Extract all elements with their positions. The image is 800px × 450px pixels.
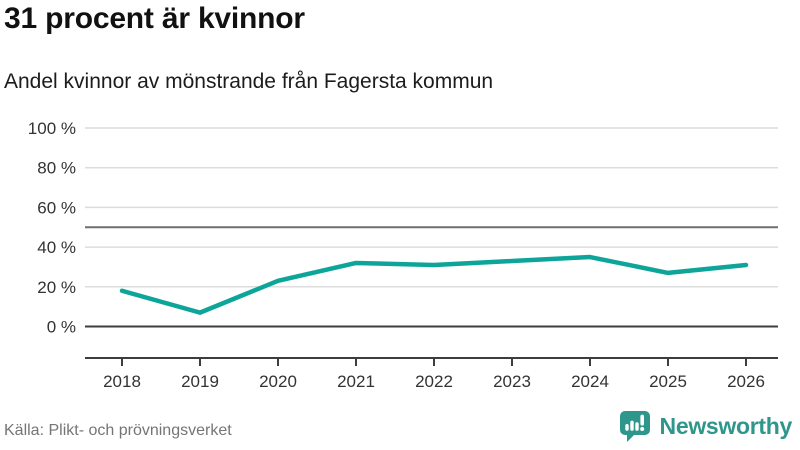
svg-text:2020: 2020 [259, 372, 297, 391]
newsworthy-logo: Newsworthy [617, 408, 792, 444]
svg-text:2021: 2021 [337, 372, 375, 391]
bar-chart-speech-bubble-icon [619, 411, 650, 442]
svg-text:2018: 2018 [103, 372, 141, 391]
newsworthy-logo-text: Newsworthy [659, 412, 793, 439]
source-note: Källa: Plikt- och prövningsverket [4, 422, 232, 439]
svg-text:2025: 2025 [649, 372, 687, 391]
svg-text:80 %: 80 % [37, 159, 76, 178]
svg-text:40 %: 40 % [37, 238, 76, 257]
svg-text:20 %: 20 % [37, 278, 76, 297]
svg-text:2022: 2022 [415, 372, 453, 391]
svg-text:100 %: 100 % [28, 119, 76, 138]
svg-text:2024: 2024 [571, 372, 609, 391]
svg-text:2019: 2019 [181, 372, 219, 391]
line-chart: 2018 2019 2020 2021 2022 2023 2024 2025 2026 0 % 2… [28, 119, 778, 391]
svg-text:0 %: 0 % [47, 318, 76, 337]
svg-text:2026: 2026 [727, 372, 765, 391]
svg-text:60 %: 60 % [37, 198, 76, 217]
svg-text:2023: 2023 [493, 372, 531, 391]
chart-subtitle: Andel kvinnor av mönstrande från Fagerst… [4, 70, 494, 93]
page-title: 31 procent är kvinnor [4, 2, 305, 35]
